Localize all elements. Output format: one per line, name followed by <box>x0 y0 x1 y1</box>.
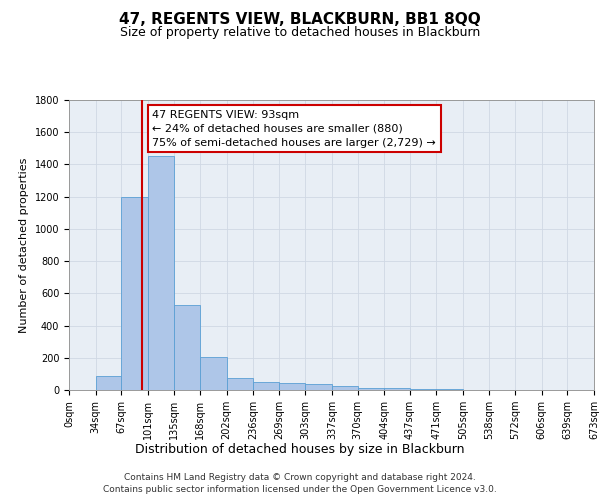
Bar <box>200 357 227 390</box>
Bar <box>227 378 253 390</box>
Bar <box>436 389 463 390</box>
Text: 47, REGENTS VIEW, BLACKBURN, BB1 8QQ: 47, REGENTS VIEW, BLACKBURN, BB1 8QQ <box>119 12 481 28</box>
Text: Distribution of detached houses by size in Blackburn: Distribution of detached houses by size … <box>135 442 465 456</box>
Bar <box>332 386 358 390</box>
Text: Contains public sector information licensed under the Open Government Licence v3: Contains public sector information licen… <box>103 485 497 494</box>
Bar <box>384 388 410 390</box>
Text: Size of property relative to detached houses in Blackburn: Size of property relative to detached ho… <box>120 26 480 39</box>
Bar <box>305 384 332 390</box>
Bar <box>358 388 384 390</box>
Bar <box>253 382 279 390</box>
Bar <box>95 376 121 390</box>
Bar <box>279 383 305 390</box>
Y-axis label: Number of detached properties: Number of detached properties <box>19 158 29 332</box>
Bar <box>121 196 148 390</box>
Bar <box>410 389 436 390</box>
Bar <box>175 304 200 390</box>
Bar <box>148 156 175 390</box>
Text: Contains HM Land Registry data © Crown copyright and database right 2024.: Contains HM Land Registry data © Crown c… <box>124 472 476 482</box>
Text: 47 REGENTS VIEW: 93sqm
← 24% of detached houses are smaller (880)
75% of semi-de: 47 REGENTS VIEW: 93sqm ← 24% of detached… <box>152 110 436 148</box>
